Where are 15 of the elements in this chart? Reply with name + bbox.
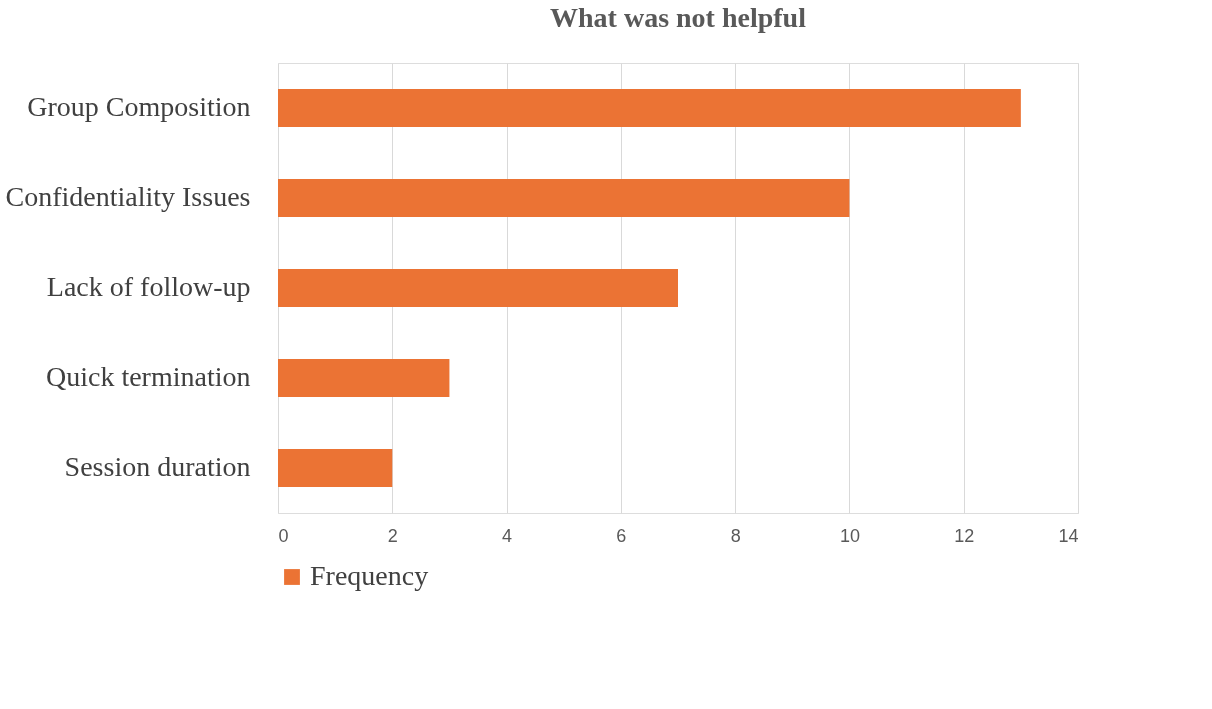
x-tick-label: 6 <box>616 525 627 546</box>
y-tick-label: Session duration <box>64 451 251 482</box>
y-tick-label: Confidentiality Issues <box>5 181 251 212</box>
x-tick-label: 0 <box>278 525 289 546</box>
x-tick-label: 4 <box>502 525 513 546</box>
x-tick-label: 14 <box>1058 525 1079 546</box>
y-tick-label: Group Composition <box>27 91 251 122</box>
x-tick-label: 12 <box>954 525 975 546</box>
legend-label: Frequency <box>310 560 429 591</box>
x-tick-label: 8 <box>730 525 741 546</box>
x-tick-label: 2 <box>387 525 398 546</box>
y-tick-label: Quick termination <box>45 361 251 392</box>
chart-title: What was not helpful <box>550 2 807 33</box>
y-tick-label: Lack of follow-up <box>46 271 251 302</box>
x-tick-label: 10 <box>839 525 860 546</box>
